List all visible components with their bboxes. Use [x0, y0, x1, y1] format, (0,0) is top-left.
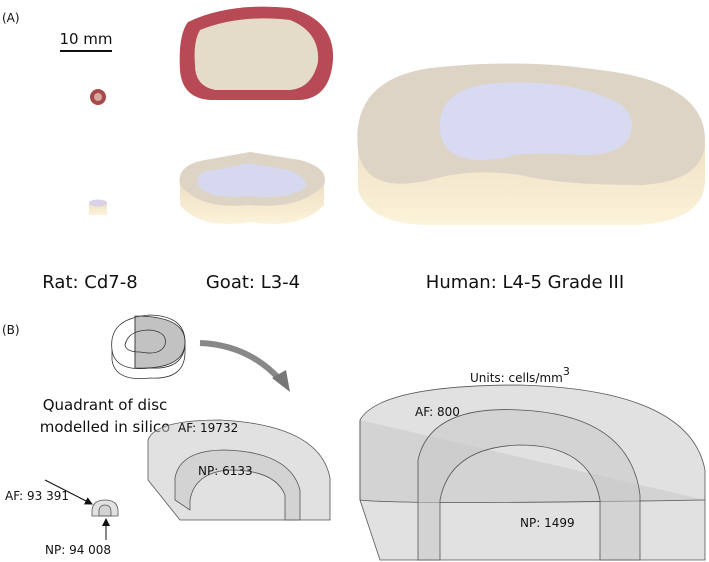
human-model — [357, 63, 705, 225]
units-text: Units: cells/mm — [470, 371, 563, 385]
species-label: Human: L4-5 Grade III — [426, 272, 624, 293]
quadrant-sketch — [111, 314, 186, 379]
panel-label: (A) — [2, 11, 20, 25]
af-label: AF: 800 — [415, 405, 460, 419]
pointer — [44, 479, 93, 505]
human-quadrant — [359, 384, 706, 561]
caption: Quadrant of disc — [43, 396, 168, 414]
np-label: NP: 1499 — [520, 516, 575, 530]
rat-tissue-core — [94, 93, 102, 101]
rat-model — [89, 199, 107, 215]
arrow-head — [272, 370, 290, 392]
np-label: NP: 6133 — [198, 464, 253, 478]
units-label: Units: cells/mm3 — [470, 365, 570, 385]
scale-bar-label: 10 mm — [59, 30, 112, 48]
rat-quadrant — [91, 499, 119, 517]
caption: modelled in silico — [40, 418, 171, 436]
panel-label: (B) — [2, 323, 20, 337]
units-superscript: 3 — [563, 365, 570, 378]
af-label: AF: 93 391 — [5, 489, 69, 503]
np-label: NP: 94 008 — [45, 543, 111, 557]
af-label: AF: 19732 — [178, 421, 238, 435]
goat-tissue — [179, 6, 334, 100]
goat-quadrant — [147, 419, 331, 521]
goat-model — [179, 152, 325, 224]
species-label: Rat: Cd7-8 — [42, 272, 137, 293]
arrow — [199, 340, 285, 384]
species-label: Goat: L3-4 — [206, 272, 300, 293]
